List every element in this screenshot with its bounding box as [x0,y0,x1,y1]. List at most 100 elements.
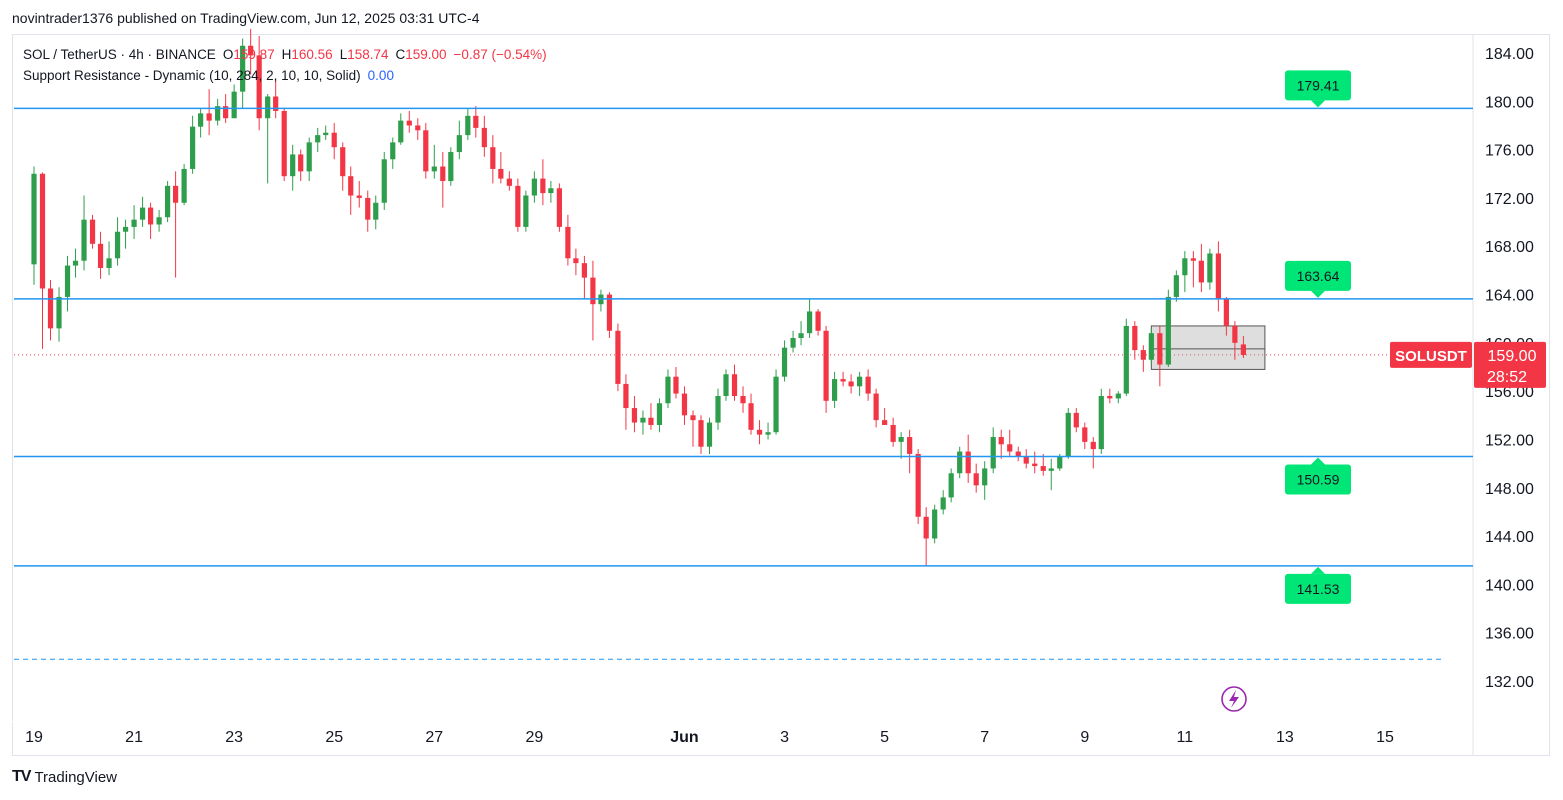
candle-body [465,115,471,136]
candle-body [548,188,554,194]
candle-body [1073,412,1079,428]
candle-body [89,219,96,244]
candle-body [982,468,988,486]
candle-body [456,135,462,153]
candle-body [273,96,279,111]
candle-body [147,207,154,225]
candle-body [423,130,429,172]
candle-body [882,420,888,425]
candle-body [473,115,479,128]
sr-label-box [1285,260,1351,291]
sr-label-box [1285,70,1351,101]
candle-body [1015,451,1021,457]
sr-label-pointer [1311,457,1325,465]
candle-body [540,178,546,194]
indicator-value: 0.00 [367,68,394,83]
candle-body [1040,466,1046,471]
candle-body [131,219,137,227]
candle-body [623,383,629,409]
tradingview-logo[interactable]: TV TradingView [12,768,117,786]
price-badge-value: 159.00 [1488,348,1537,365]
symbol-badge-text: SOLUSDT [1395,348,1467,365]
candle-body [47,288,54,329]
candle-body [523,195,529,227]
candle-body [215,106,221,121]
candle-body [1090,441,1096,450]
candle-body [1240,344,1246,355]
candle-body [97,243,104,268]
x-tick-label: 23 [225,729,243,746]
candle-body [390,142,396,160]
symbol-badge [1390,341,1472,368]
candle-body [1032,463,1038,467]
candle-body [690,415,696,421]
candle-body [64,265,71,297]
candle-body [106,258,112,268]
candle-body [873,393,879,421]
candle-body [907,437,913,454]
candle-body [1057,456,1063,469]
candle-body [865,376,871,394]
candle-body [490,147,496,169]
candle-body [998,437,1004,445]
candle-body [306,142,312,172]
x-tick-label: 9 [1080,729,1089,746]
candle-body [415,125,421,131]
candle-body [173,185,179,203]
candle-body [1173,275,1179,297]
candle-body [740,395,746,404]
candle-body [114,231,121,259]
candle-body [631,408,638,423]
candle-body [281,110,287,177]
y-tick-label: 164.00 [1485,288,1534,305]
candle-body [1190,258,1196,261]
candle-body [1082,427,1088,442]
candle-body [1207,253,1213,283]
candle-body [590,277,596,305]
open-value: 159.87 [233,47,275,62]
sr-label-text: 150.59 [1297,471,1340,487]
candle-body [1140,350,1146,360]
candle-body [965,451,971,474]
candle-body [506,178,512,186]
candle-body [1157,333,1163,365]
x-tick-label: 25 [325,729,343,746]
candle-body [1065,412,1071,457]
price-badge [1474,341,1546,388]
candle-body [1023,456,1029,464]
x-tick-label: Jun [670,729,698,746]
candle-body [640,417,646,423]
candle-body [331,132,337,148]
candle-body [1098,395,1104,450]
indicator-label[interactable]: Support Resistance - Dynamic (10, 284, 2… [23,68,361,83]
candle-body [348,176,354,196]
candle-body [790,338,796,348]
sr-label-text: 163.64 [1297,268,1340,284]
candle-body [932,509,938,539]
candle-body [615,330,621,384]
candle-body [1132,325,1138,351]
lightning-icon [1221,686,1247,712]
candle-body [915,453,921,517]
candle-body [1232,325,1238,343]
symbol-label[interactable]: SOL / TetherUS · 4h · BINANCE [23,47,216,62]
candle-body [773,376,779,433]
candle-body [498,168,504,179]
y-tick-label: 140.00 [1485,577,1534,594]
candle-body [290,154,296,177]
candle-body [223,106,229,119]
chart-legend: SOL / TetherUS · 4h · BINANCE O159.87 H160… [23,44,547,86]
candle-body [831,379,838,401]
candle-body [190,126,196,169]
x-tick-label: 3 [780,729,789,746]
candle-body [340,147,346,177]
publisher-line: novintrader1376 published on TradingView… [12,10,480,26]
candle-body [448,152,454,182]
sr-label-box [1285,464,1351,495]
y-tick-label: 152.00 [1485,432,1534,449]
candle-body [698,420,704,447]
candle-body [139,207,146,220]
candle-body [406,120,412,126]
candle-body [848,381,854,387]
